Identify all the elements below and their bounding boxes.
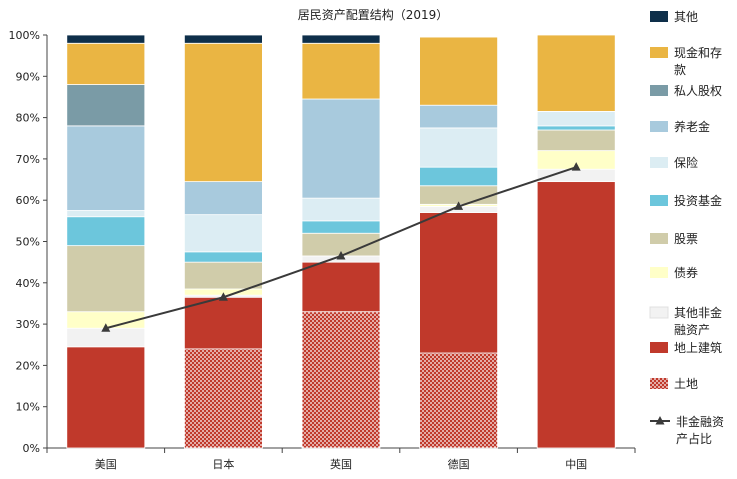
legend-swatch <box>649 306 669 319</box>
legend-label: 投资基金 <box>674 193 722 208</box>
bars <box>66 34 616 449</box>
legend-label: 融资产 <box>674 323 710 337</box>
bar-segment <box>66 84 146 127</box>
line-point <box>454 201 464 210</box>
legend-label: 私人股权 <box>674 84 722 98</box>
y-tick-label: 40% <box>16 277 40 290</box>
x-tick-label: 德国 <box>448 457 470 471</box>
x-tick-label: 英国 <box>330 457 352 471</box>
line-point <box>336 250 346 260</box>
bar-segment <box>419 352 499 449</box>
bar-segment <box>183 296 263 350</box>
bar-segment <box>301 98 381 199</box>
bar-segment <box>419 127 499 168</box>
bar-segment <box>536 181 616 449</box>
bar-segment <box>66 34 146 44</box>
legend-label: 其他 <box>674 10 698 24</box>
y-tick-label: 60% <box>16 194 40 207</box>
y-tick-label: 70% <box>16 153 40 166</box>
line-point <box>218 292 228 301</box>
legend-swatch <box>650 233 668 244</box>
y-tick-label: 30% <box>16 318 40 331</box>
bar-segment <box>301 311 381 449</box>
legend-swatch <box>650 47 668 58</box>
y-tick-label: 100% <box>9 29 40 42</box>
bar-segment <box>419 166 499 187</box>
bar-segment <box>66 125 146 211</box>
legend-swatch <box>650 85 668 96</box>
bar-segment <box>301 34 381 44</box>
bar-segment <box>66 216 146 247</box>
y-tick-label: 10% <box>16 401 40 414</box>
legend: 其他现金和存款私人股权养老金保险投资基金股票债券其他非金融资产地上建筑土地非金融… <box>649 10 724 446</box>
legend-label: 土地 <box>674 377 698 391</box>
chart-title: 居民资产配置结构（2019） <box>298 7 449 22</box>
legend-label: 产占比 <box>676 431 712 446</box>
bar-segment <box>301 261 381 313</box>
legend-label: 地上建筑 <box>674 340 722 355</box>
x-tick-label: 美国 <box>95 458 117 471</box>
legend-label: 股票 <box>674 232 698 246</box>
legend-label: 保险 <box>674 155 698 170</box>
bar-segment <box>301 220 381 234</box>
bar-segment <box>183 261 263 290</box>
y-tick-label: 50% <box>16 236 40 249</box>
line-series <box>101 162 581 332</box>
bar-segment <box>536 129 616 152</box>
bar-segment <box>66 210 146 218</box>
y-tick-label: 0% <box>23 442 40 455</box>
legend-label: 债券 <box>674 265 698 280</box>
y-tick-label: 80% <box>16 112 40 125</box>
legend-swatch <box>650 121 668 132</box>
bar-segment <box>183 214 263 253</box>
legend-label: 其他非金 <box>674 305 722 320</box>
bar-segment <box>301 42 381 100</box>
bar-segment <box>301 197 381 222</box>
bar-segment <box>536 125 616 131</box>
x-tick-label: 日本 <box>212 457 234 471</box>
legend-label: 现金和存 <box>674 45 722 60</box>
legend-label: 非金融资 <box>676 414 724 429</box>
bar-segment <box>66 42 146 85</box>
bar-segment <box>183 34 263 44</box>
legend-label: 养老金 <box>674 119 710 134</box>
y-tick-label: 90% <box>16 70 40 83</box>
bar-segment <box>183 181 263 216</box>
bar-segment <box>183 348 263 449</box>
x-tick-label: 中国 <box>565 458 587 471</box>
bar-segment <box>66 245 146 313</box>
bar-segment <box>536 111 616 127</box>
line-point <box>571 162 581 171</box>
legend-swatch <box>650 157 668 168</box>
y-tick-label: 20% <box>16 359 40 372</box>
bar-segment <box>183 251 263 263</box>
bar-segment <box>536 34 616 112</box>
legend-swatch <box>650 11 668 22</box>
line-point <box>101 323 111 332</box>
legend-swatch <box>650 195 668 206</box>
legend-swatch <box>650 342 668 353</box>
bar-segment <box>419 104 499 129</box>
bar-segment <box>183 42 263 183</box>
bar-segment <box>419 212 499 354</box>
bar-segment <box>66 346 146 449</box>
legend-swatch <box>650 267 668 278</box>
legend-label: 款 <box>674 63 686 77</box>
bar-segment <box>419 36 499 106</box>
legend-swatch <box>650 378 668 389</box>
legend-line-marker <box>655 416 665 425</box>
